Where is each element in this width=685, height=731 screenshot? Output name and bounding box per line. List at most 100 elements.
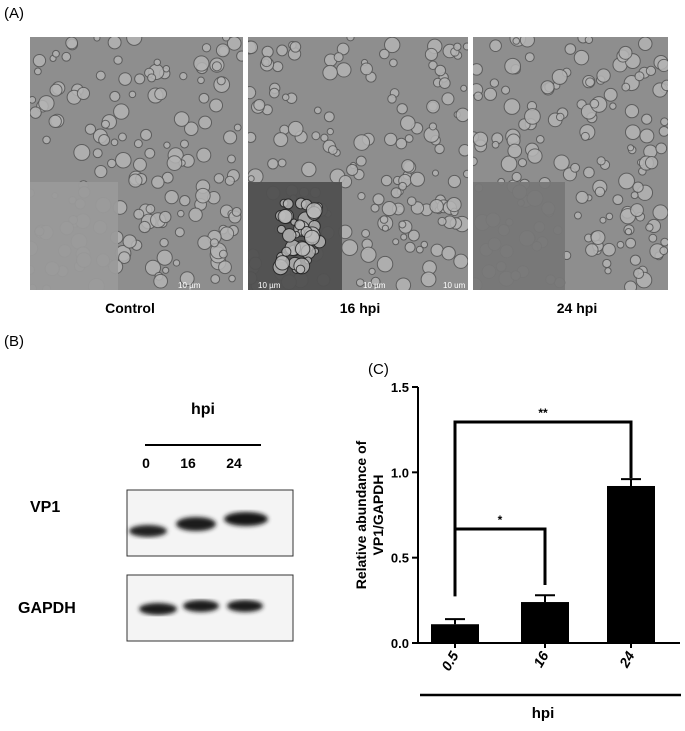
cell [327,145,338,155]
row-label: VP1 [30,499,60,516]
cell [248,40,258,55]
cell [122,234,137,249]
cell [113,55,123,65]
cell [430,243,444,257]
cell [512,37,521,45]
cell [61,51,72,62]
cell [221,37,231,42]
cell [368,267,376,275]
inset-cell [305,202,323,220]
cell [609,102,617,110]
cell [272,61,284,73]
cell [118,251,131,264]
cell [657,58,668,73]
cell [126,37,143,46]
image-caption: 24 hpi [557,300,597,316]
x-tick-label: 16 [530,648,552,670]
cell [624,227,633,236]
cell [633,267,645,280]
cell [268,87,280,99]
cell [585,77,595,88]
cell [320,133,329,142]
y-tick-label: 0.0 [391,636,409,651]
cell [197,235,212,251]
cell [396,103,408,115]
cell [395,137,408,150]
cell [489,39,502,53]
cell [210,274,221,284]
cell [630,203,644,217]
cell [372,193,385,206]
cell [570,162,581,173]
cell [109,90,121,102]
cell [447,174,462,189]
blot-bands [139,600,263,615]
cell [384,132,398,146]
cell [179,271,195,287]
cell [196,147,212,163]
cell [224,175,235,186]
cell [602,242,616,257]
cell [346,163,359,177]
band [183,600,219,612]
cell [404,241,416,253]
inset-cell [274,255,291,271]
cell [575,190,589,204]
cell [341,239,359,257]
cell [179,139,189,149]
cell [491,140,500,149]
cell [431,169,439,177]
blot-bands [129,512,268,537]
cell [616,240,625,249]
cell [634,71,645,82]
cell [621,82,631,92]
cell [322,64,338,81]
cell [227,154,236,164]
scale-label: 10 µm [178,281,201,290]
cell [599,216,607,224]
cell [462,169,468,179]
cell [390,187,402,199]
cell [94,164,108,179]
cell [218,260,232,275]
micrograph [473,37,668,290]
cell [596,68,611,83]
cell [134,73,146,85]
cell [248,175,255,183]
cell [618,45,633,60]
cell [507,143,523,159]
cell [326,127,334,136]
cell [346,37,355,42]
cell [458,144,468,157]
cell [95,70,106,81]
cell [551,68,568,85]
cell [163,141,171,149]
inset [30,182,118,290]
cell [253,98,266,111]
cell [197,76,205,85]
cell [517,158,528,168]
cell [627,144,635,152]
cell [147,73,157,83]
cell [145,204,156,214]
cell [184,121,199,136]
cell [500,155,518,173]
cell [153,58,162,67]
cell [638,37,653,51]
cell [30,95,37,104]
cell [313,106,322,115]
cell [188,207,203,222]
significance-bracket [453,420,633,597]
cell [590,230,606,245]
y-tick-label: 0.5 [391,551,409,566]
cell [110,138,119,147]
inset-cell [294,219,306,231]
cell [93,37,101,42]
x-axis-label: hpi [532,705,555,722]
bar [607,485,655,643]
micrograph [30,37,243,290]
row-label: GAPDH [18,600,76,617]
cell [603,87,618,102]
cell [605,212,614,221]
